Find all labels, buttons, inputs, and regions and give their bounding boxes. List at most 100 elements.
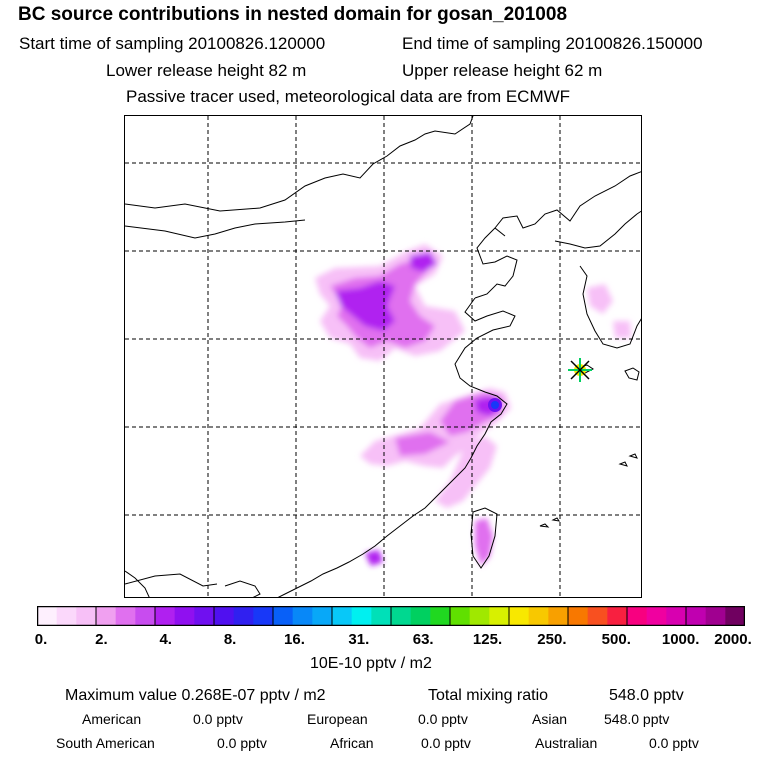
peak-inner	[491, 401, 499, 409]
asian-label: Asian	[532, 711, 568, 727]
colorbar-segment	[371, 606, 392, 626]
colorbar-segment	[214, 606, 235, 626]
islands-ryukyu-3	[539, 523, 550, 528]
colorbar-segment	[450, 606, 471, 626]
coastline-korea-north	[554, 210, 641, 249]
plume-taiwan	[475, 518, 493, 566]
colorbar-segment	[135, 606, 156, 626]
colorbar-segment	[391, 606, 412, 626]
colorbar-segment	[332, 606, 353, 626]
african-label: African	[330, 735, 374, 751]
colorbar-segment	[233, 606, 254, 626]
colorbar-segment	[194, 606, 215, 626]
american-value: 0.0 pptv	[193, 711, 243, 727]
coastline-hainan	[224, 580, 261, 597]
colorbar-segment	[76, 606, 97, 626]
colorbar-tick-label: 2000.	[714, 631, 752, 648]
upper-height-label: Upper release height 62 m	[402, 61, 603, 80]
islands-ryukyu-1	[628, 453, 638, 459]
colorbar-segment	[686, 606, 707, 626]
colorbar-segment	[725, 606, 745, 626]
map-canvas	[125, 116, 641, 597]
plume-south-spot	[365, 550, 383, 566]
colorbar	[37, 606, 745, 626]
colorbar-tick-label: 2.	[95, 631, 108, 648]
receptor-marker	[568, 358, 592, 382]
page-title: BC source contributions in nested domain…	[18, 4, 568, 25]
plume-korea2	[613, 321, 631, 338]
plume-north-strong2	[410, 252, 437, 272]
colorbar-segment	[587, 606, 608, 626]
colorbar-segment	[351, 606, 372, 626]
colorbar-segment	[509, 606, 530, 626]
colorbar-segment	[37, 606, 58, 626]
colorbar-tick-label: 500.	[601, 631, 631, 648]
coastline-mainland	[125, 116, 474, 212]
australian-label: Australian	[535, 735, 598, 751]
colorbar-segment	[96, 606, 117, 626]
colorbar-tick-label: 125.	[472, 631, 503, 648]
total-mixing-label: Total mixing ratio	[428, 687, 549, 704]
plume-korea	[587, 284, 613, 314]
plume-south-light	[435, 436, 497, 508]
colorbar-segment	[528, 606, 549, 626]
start-time-label: Start time of sampling 20100826.120000	[19, 34, 326, 53]
colorbar-tick-label: 63.	[412, 631, 434, 648]
colorbar-segment	[430, 606, 451, 626]
border-north	[125, 219, 306, 239]
colorbar-tick-label: 250.	[537, 631, 567, 648]
colorbar-segment	[568, 606, 589, 626]
colorbar-segment	[174, 606, 195, 626]
islands-ryukyu-2	[618, 461, 628, 467]
coastline-liaodong	[474, 227, 518, 299]
coastline-shandong	[277, 297, 516, 597]
total-mixing-value: 548.0 pptv	[609, 687, 684, 704]
plume-north-strong	[335, 281, 395, 331]
colorbar-segment	[607, 606, 628, 626]
lat-lon-grid	[125, 116, 641, 597]
colorbar-segment	[489, 606, 510, 626]
colorbar-tick-label: 0.	[34, 631, 48, 648]
colorbar-segment	[646, 606, 667, 626]
border-west	[125, 570, 150, 597]
colorbar-segment	[705, 606, 726, 626]
colorbar-segment	[155, 606, 176, 626]
coastline-taiwan	[470, 507, 498, 569]
colorbar-segment	[273, 606, 294, 626]
colorbar-tick-label: 1000.	[661, 631, 700, 648]
coastline-korea	[579, 265, 641, 349]
australian-value: 0.0 pptv	[649, 735, 699, 751]
islands-ryukyu-4	[551, 517, 561, 522]
colorbar-segment	[469, 606, 490, 626]
south-american-value: 0.0 pptv	[217, 735, 267, 751]
plume-central-band	[395, 432, 450, 456]
end-time-label: End time of sampling 20100826.150000	[402, 34, 703, 53]
coastline-bohai	[494, 171, 641, 237]
south-american-label: South American	[56, 735, 155, 751]
colorbar-segment	[548, 606, 569, 626]
coastline-south-bay	[125, 573, 218, 587]
colorbar-segment	[410, 606, 431, 626]
colorbar-segment	[56, 606, 77, 626]
asian-value: 548.0 pptv	[604, 711, 670, 727]
tracer-note: Passive tracer used, meteorological data…	[126, 87, 571, 106]
lower-height-label: Lower release height 82 m	[106, 61, 307, 80]
map-panel	[124, 115, 642, 598]
colorbar-segment	[292, 606, 313, 626]
colorbar-segment	[312, 606, 333, 626]
european-value: 0.0 pptv	[418, 711, 468, 727]
colorbar-unit-label: 10E-10 pptv / m2	[310, 655, 432, 672]
plume-layer	[315, 244, 631, 566]
colorbar-tick-label: 4.	[159, 631, 172, 648]
colorbar-segment	[115, 606, 136, 626]
colorbar-segment	[627, 606, 648, 626]
kyushu	[624, 367, 640, 381]
american-label: American	[82, 711, 142, 727]
african-value: 0.0 pptv	[421, 735, 471, 751]
colorbar-tick-label: 16.	[284, 631, 305, 648]
european-label: European	[307, 711, 368, 727]
colorbar-segment	[666, 606, 687, 626]
colorbar-tick-label: 8.	[223, 631, 237, 648]
max-value-label: Maximum value 0.268E-07 pptv / m2	[65, 687, 326, 704]
colorbar-tick-label: 31.	[348, 631, 370, 648]
